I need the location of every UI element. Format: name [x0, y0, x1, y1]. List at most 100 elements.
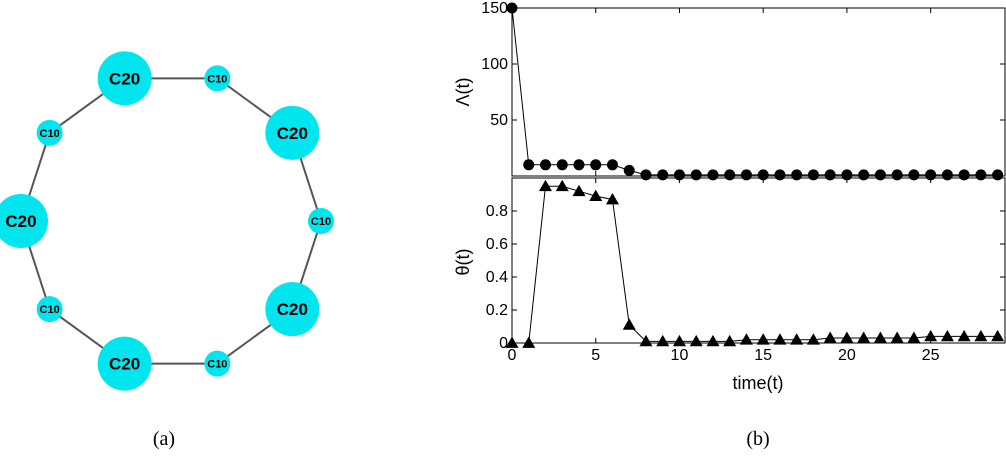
x-tick-label: 20 — [838, 347, 856, 364]
data-point — [756, 333, 770, 345]
data-point — [706, 334, 720, 347]
network-node-label: C10 — [207, 73, 227, 85]
network-node — [265, 282, 320, 337]
data-point — [840, 331, 854, 343]
plot-frame — [511, 177, 1006, 344]
theta-panel: 0 0.2 0.4 0.6 0.8 0 5 10 15 20 25 — [486, 177, 1006, 364]
data-point — [605, 192, 619, 205]
time-axis-title: time(t) — [733, 373, 784, 393]
network-node-label: C10 — [311, 216, 331, 228]
data-point — [940, 329, 954, 342]
network-node — [308, 208, 334, 234]
data-point — [724, 169, 736, 181]
network-node — [204, 65, 231, 92]
data-point — [740, 169, 752, 181]
plot-frame — [511, 7, 1006, 177]
data-point — [907, 331, 921, 343]
network-node-label: C10 — [40, 304, 60, 316]
data-point — [773, 333, 787, 345]
lambda-panel: 50 100 150 — [481, 0, 1006, 181]
y-tick-label: 50 — [490, 112, 508, 129]
data-point — [573, 159, 585, 171]
data-point — [522, 336, 536, 348]
y-tick-label: 100 — [481, 56, 508, 73]
data-point — [991, 329, 1005, 342]
data-point — [824, 169, 836, 181]
data-point — [823, 331, 837, 343]
data-point — [523, 159, 535, 171]
network-node-label: C20 — [277, 300, 308, 319]
data-point — [640, 169, 652, 181]
data-point — [506, 2, 518, 14]
data-point — [505, 336, 519, 348]
data-point — [606, 159, 618, 171]
data-point — [656, 334, 670, 347]
network-node — [204, 350, 231, 377]
y-tick-label: 0.6 — [486, 236, 508, 253]
y-tick-label: 0.2 — [486, 302, 508, 319]
network-node — [265, 105, 320, 160]
data-point — [791, 169, 803, 181]
data-point — [539, 159, 551, 171]
y-tick-label: 0.8 — [486, 203, 508, 220]
x-tick-label: 0 — [508, 347, 517, 364]
data-point — [958, 169, 970, 181]
x-tick-label: 25 — [922, 347, 940, 364]
data-point — [623, 164, 635, 176]
network-node — [36, 296, 63, 323]
ring-network: C20 C10 C20 C10 C20 C10 C20 C10 C20 C10 — [0, 51, 334, 391]
network-node-label: C10 — [207, 359, 227, 371]
data-point — [556, 159, 568, 171]
network-node — [97, 51, 152, 106]
data-point — [790, 333, 804, 345]
network-node — [0, 194, 48, 248]
y-tick-label: 0 — [499, 335, 508, 352]
data-point — [707, 169, 719, 181]
x-tick-label: 5 — [591, 347, 600, 364]
data-point — [622, 318, 636, 330]
data-point — [690, 169, 702, 181]
data-point — [891, 169, 903, 181]
caption-b: (b) — [746, 428, 769, 450]
network-node-label: C10 — [40, 128, 60, 140]
data-point — [858, 169, 870, 181]
data-point — [873, 331, 887, 343]
data-point — [538, 179, 552, 192]
data-point — [806, 333, 820, 345]
x-tick-label: 10 — [671, 347, 689, 364]
data-point — [555, 179, 569, 192]
data-point — [672, 334, 686, 347]
data-point — [590, 159, 602, 171]
data-point — [974, 329, 988, 342]
y-tick-label: 0.4 — [486, 269, 508, 286]
data-point — [657, 169, 669, 181]
theta-axis-title: θ(t) — [453, 249, 473, 276]
data-point — [857, 331, 871, 343]
data-point — [774, 169, 786, 181]
series-line — [511, 7, 998, 176]
data-point — [941, 169, 953, 181]
data-point — [589, 189, 603, 202]
network-node-label: C20 — [109, 69, 140, 88]
data-point — [908, 169, 920, 181]
data-point — [992, 169, 1004, 181]
network-node — [97, 336, 152, 391]
data-point — [874, 169, 886, 181]
network-node-label: C20 — [5, 212, 36, 231]
data-point — [924, 329, 938, 342]
data-point — [975, 169, 987, 181]
network-node — [36, 119, 63, 146]
network-node-label: C20 — [277, 124, 308, 143]
data-point — [890, 331, 904, 343]
lambda-axis-title: Λ(t) — [453, 77, 473, 106]
network-node-label: C20 — [109, 355, 140, 374]
x-tick-label: 15 — [754, 347, 772, 364]
y-tick-label: 150 — [481, 0, 508, 17]
data-point — [723, 334, 737, 347]
data-point — [689, 334, 703, 347]
data-point — [639, 334, 653, 347]
data-point — [807, 169, 819, 181]
caption-a: (a) — [153, 428, 175, 450]
data-point — [572, 184, 586, 197]
